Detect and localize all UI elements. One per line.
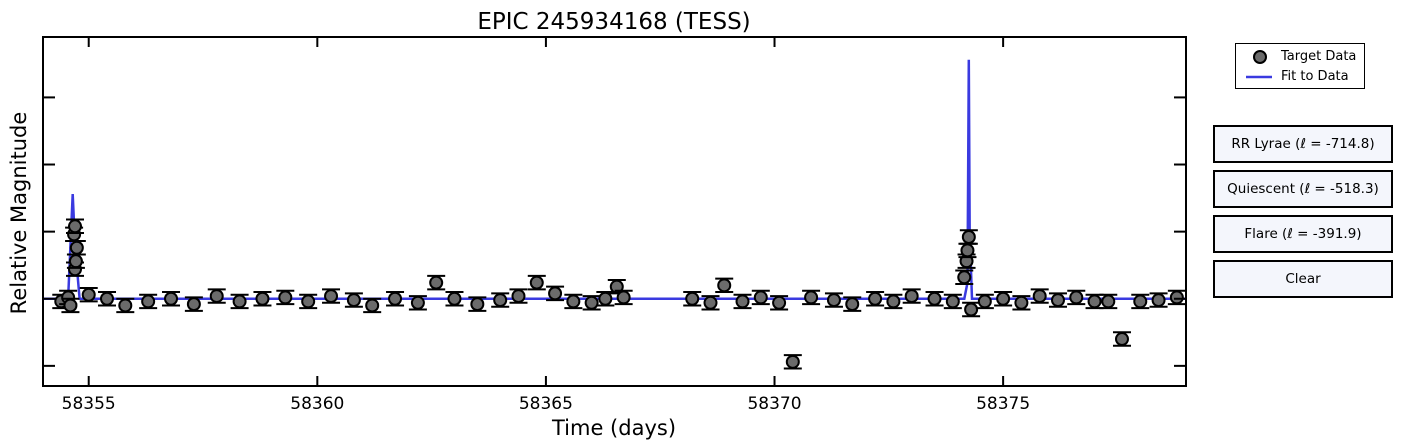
data-point xyxy=(162,291,181,307)
data-point xyxy=(1012,295,1031,311)
data-point xyxy=(1112,331,1131,347)
data-point xyxy=(1085,293,1104,310)
line-marker-icon xyxy=(1246,75,1272,79)
circle-marker-icon xyxy=(1253,50,1267,64)
data-point xyxy=(783,354,802,370)
data-point xyxy=(386,291,405,307)
data-point xyxy=(253,291,272,307)
data-point xyxy=(564,293,583,310)
x-tick-label: 58365 xyxy=(519,394,573,414)
plot-frame xyxy=(42,36,1187,387)
data-point xyxy=(322,288,341,304)
data-point xyxy=(902,288,921,304)
legend-item-fit-to-data: Fit to Data xyxy=(1236,67,1364,87)
data-point xyxy=(184,296,203,312)
data-point xyxy=(770,295,789,311)
data-point xyxy=(468,296,487,312)
data-point xyxy=(1067,289,1086,306)
data-point xyxy=(527,274,546,291)
x-axis-title: Time (days) xyxy=(551,416,676,440)
data-point xyxy=(958,242,977,259)
data-point xyxy=(66,218,85,234)
x-tick-label: 58370 xyxy=(747,394,801,414)
data-point xyxy=(1099,293,1118,310)
data-point xyxy=(866,291,885,307)
data-point xyxy=(98,291,117,307)
data-point xyxy=(207,288,226,304)
data-point xyxy=(884,293,903,310)
data-point xyxy=(61,297,80,314)
quiescent-button[interactable]: Quiescent (ℓ = -518.3) xyxy=(1213,170,1393,208)
data-point xyxy=(67,240,86,256)
legend: Target Data Fit to Data xyxy=(1235,43,1365,89)
chart-title: EPIC 245934168 (TESS) xyxy=(477,9,750,35)
data-point xyxy=(596,291,615,307)
data-point xyxy=(715,277,734,294)
data-point xyxy=(683,291,702,307)
data-point xyxy=(139,293,158,310)
data-point xyxy=(276,289,295,306)
data-point xyxy=(701,295,720,311)
data-point xyxy=(843,296,862,312)
legend-label: Target Data xyxy=(1281,49,1357,64)
legend-item-target-data: Target Data xyxy=(1236,47,1364,67)
data-point xyxy=(79,287,98,303)
data-point xyxy=(962,301,981,318)
data-point xyxy=(955,269,974,285)
x-tick-label: 58355 xyxy=(62,394,116,414)
data-point xyxy=(509,288,528,304)
fit-line xyxy=(43,59,1186,301)
data-point xyxy=(1149,292,1168,308)
rr-lyrae-button[interactable]: RR Lyrae (ℓ = -714.8) xyxy=(1213,125,1393,163)
legend-label: Fit to Data xyxy=(1281,69,1349,84)
data-point xyxy=(230,293,249,310)
data-point xyxy=(994,291,1013,307)
data-point xyxy=(427,274,446,291)
data-point xyxy=(116,297,135,314)
data-point xyxy=(733,293,752,310)
data-point xyxy=(751,289,770,306)
data-point xyxy=(299,293,318,310)
x-tick-label: 58360 xyxy=(290,394,344,414)
data-point xyxy=(344,292,363,308)
data-point xyxy=(975,293,994,310)
flare-button[interactable]: Flare (ℓ = -391.9) xyxy=(1213,215,1393,253)
x-tick-label: 58375 xyxy=(976,394,1030,414)
y-axis-title: Relative Magnitude xyxy=(7,112,31,315)
data-point xyxy=(824,292,843,308)
data-point xyxy=(1030,288,1049,304)
data-point xyxy=(546,285,565,302)
data-point xyxy=(491,292,510,308)
data-point xyxy=(614,289,633,306)
data-point xyxy=(943,293,962,310)
data-point xyxy=(363,297,382,314)
data-point xyxy=(445,291,464,307)
data-point xyxy=(1048,292,1067,308)
data-point xyxy=(802,289,821,306)
data-point xyxy=(1131,293,1150,310)
clear-button[interactable]: Clear xyxy=(1213,260,1393,298)
data-point xyxy=(925,291,944,307)
data-point xyxy=(582,295,601,311)
data-point xyxy=(1167,289,1186,306)
data-point xyxy=(408,295,427,311)
data-point xyxy=(959,229,978,245)
